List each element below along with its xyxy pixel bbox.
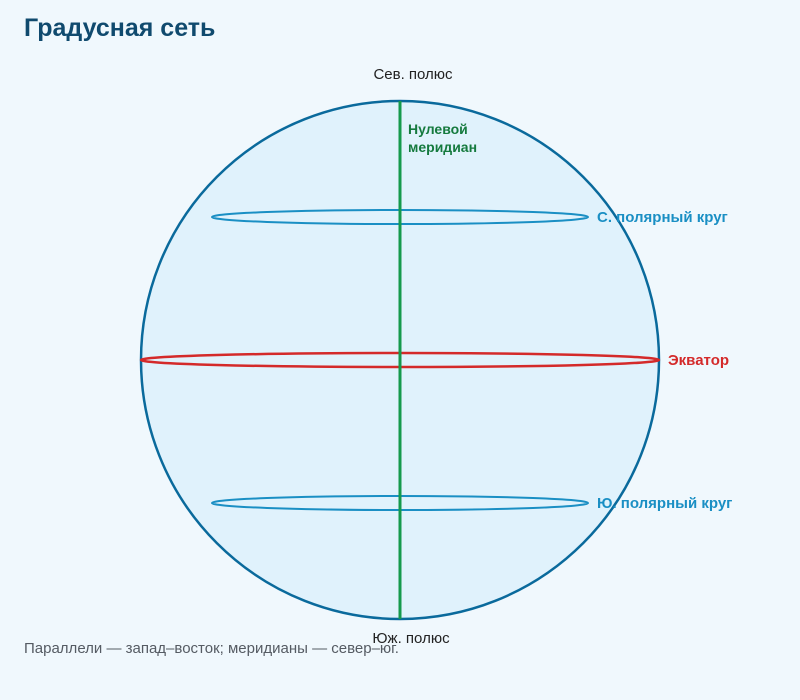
prime-meridian-label-line2: меридиан [408, 139, 477, 155]
arctic-circle-label: С. полярный круг [597, 209, 728, 226]
caption: Параллели — запад–восток; меридианы — се… [24, 640, 399, 657]
page-title: Градусная сеть [24, 14, 216, 42]
south-pole-label: Юж. полюс [372, 630, 450, 647]
prime-meridian-label-line1: Нулевой [408, 121, 468, 137]
north-pole-label: Сев. полюс [373, 66, 453, 83]
equator-label: Экватор [668, 352, 729, 369]
antarctic-circle-label: Ю. полярный круг [597, 495, 732, 512]
